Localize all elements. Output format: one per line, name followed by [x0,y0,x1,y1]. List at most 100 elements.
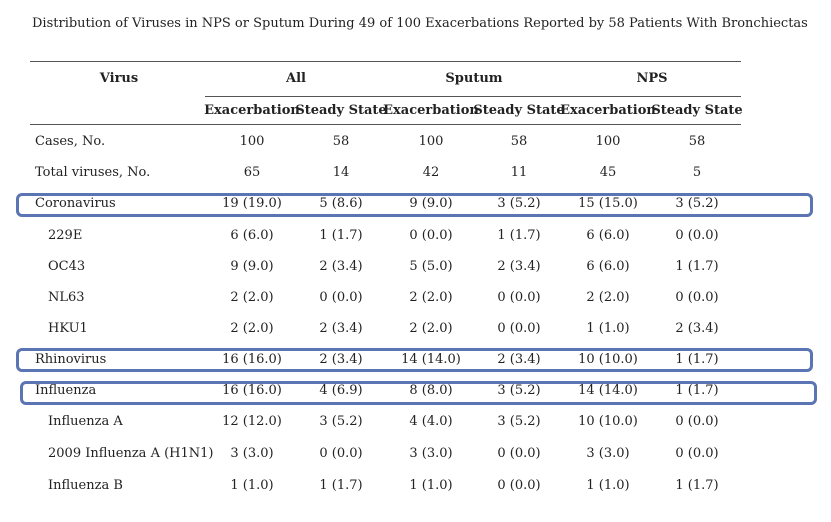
header-virus: Virus [99,71,139,86]
table-cell: 2 (2.0) [409,321,453,336]
table-cell: 58 [510,134,528,149]
header-nps-steady-state: Steady State [651,103,743,118]
table-caption: Distribution of Viruses in NPS or Sputum… [32,16,808,31]
table-cell: 1 (1.7) [675,383,719,398]
table-cell: 0 (0.0) [319,290,363,305]
table-cell: 1 (1.7) [319,478,363,493]
table-cell: 1 (1.7) [497,228,541,243]
table-cell: 16 (16.0) [222,383,282,398]
table-cell: 2 (3.4) [319,259,363,274]
table-cell: 1 (1.7) [675,259,719,274]
table-cell: 1 (1.7) [675,352,719,367]
table-cell: 0 (0.0) [497,290,541,305]
table-cell: 2 (2.0) [586,290,630,305]
row-label: Rhinovirus [35,352,107,367]
table-cell: 4 (4.0) [409,414,453,429]
table-cell: 1 (1.7) [319,228,363,243]
header-all-steady-state: Steady State [295,103,387,118]
table-cell: 0 (0.0) [409,228,453,243]
table-cell: 5 (8.6) [319,196,363,211]
table-cell: 10 (10.0) [578,414,638,429]
table-cell: 3 (5.2) [497,383,541,398]
table-cell: 58 [332,134,350,149]
table-cell: 45 [599,165,617,180]
highlight-rhinovirus [16,348,813,372]
table-cell: 19 (19.0) [222,196,282,211]
row-label: 2009 Influenza A (H1N1) [48,446,214,461]
table-top-rule [30,61,741,62]
table-cell: 0 (0.0) [675,446,719,461]
header-sputum-steady-state: Steady State [473,103,565,118]
row-label: Coronavirus [35,196,116,211]
header-nps: NPS [636,71,668,86]
table-cell: 10 (10.0) [578,352,638,367]
row-label: Total viruses, No. [35,165,151,180]
table-cell: 0 (0.0) [497,446,541,461]
table-cell: 16 (16.0) [222,352,282,367]
table-cell: 9 (9.0) [409,196,453,211]
table-cell: 1 (1.0) [409,478,453,493]
highlight-influenza [20,381,817,405]
row-label: Cases, No. [35,134,106,149]
table-cell: 6 (6.0) [230,228,274,243]
table-cell: 1 (1.0) [586,478,630,493]
table-cell: 14 (14.0) [401,352,461,367]
header-all: All [286,71,306,86]
table-cell: 100 [239,134,265,149]
table-cell: 100 [418,134,444,149]
table-cell: 2 (2.0) [230,290,274,305]
table-cell: 100 [595,134,621,149]
table-cell: 11 [510,165,528,180]
table-cell: 3 (5.2) [497,196,541,211]
table-cell: 0 (0.0) [497,321,541,336]
table-cell: 1 (1.0) [230,478,274,493]
table-cell: 0 (0.0) [497,478,541,493]
header-sputum: Sputum [445,71,503,86]
table-cell: 2 (3.4) [319,321,363,336]
table-cell: 3 (5.2) [675,196,719,211]
header-bottom-rule [30,124,741,125]
table-cell: 42 [422,165,440,180]
table-cell: 8 (8.0) [409,383,453,398]
row-label: Influenza B [48,478,123,493]
table-cell: 1 (1.7) [675,478,719,493]
table-cell: 3 (3.0) [230,446,274,461]
header-all-exacerbation: Exacerbation [204,103,300,118]
table-cell: 0 (0.0) [675,290,719,305]
table-cell: 9 (9.0) [230,259,274,274]
row-label: Influenza [35,383,97,398]
header-nps-exacerbation: Exacerbation [560,103,656,118]
table-cell: 2 (3.4) [319,352,363,367]
table-cell: 3 (5.2) [319,414,363,429]
table-cell: 5 [692,165,702,180]
row-label: 229E [48,228,83,243]
table-cell: 14 (14.0) [578,383,638,398]
table-cell: 12 (12.0) [222,414,282,429]
table-cell: 2 (3.4) [497,259,541,274]
header-group-rule [205,96,741,97]
table-cell: 2 (3.4) [675,321,719,336]
table-cell: 3 (3.0) [586,446,630,461]
header-sputum-exacerbation: Exacerbation [383,103,479,118]
table-cell: 6 (6.0) [586,228,630,243]
table-cell: 58 [688,134,706,149]
row-label: HKU1 [48,321,88,336]
table-cell: 1 (1.0) [586,321,630,336]
table-cell: 0 (0.0) [675,414,719,429]
table-cell: 6 (6.0) [586,259,630,274]
row-label: NL63 [48,290,85,305]
table-cell: 15 (15.0) [578,196,638,211]
table-cell: 3 (3.0) [409,446,453,461]
table-cell: 0 (0.0) [675,228,719,243]
table-cell: 5 (5.0) [409,259,453,274]
table-cell: 4 (6.9) [319,383,363,398]
highlight-coronavirus [16,193,813,217]
table-cell: 2 (2.0) [230,321,274,336]
table-cell: 2 (3.4) [497,352,541,367]
table-cell: 2 (2.0) [409,290,453,305]
table-cell: 0 (0.0) [319,446,363,461]
row-label: OC43 [48,259,86,274]
table-cell: 14 [332,165,350,180]
table-cell: 3 (5.2) [497,414,541,429]
table-cell: 65 [243,165,261,180]
